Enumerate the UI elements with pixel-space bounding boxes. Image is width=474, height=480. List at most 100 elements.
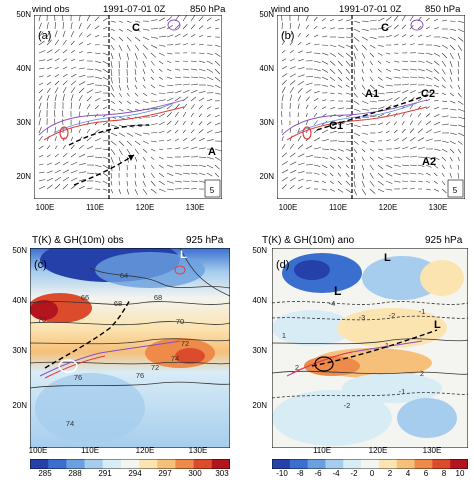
colorbar-segment: [120, 459, 140, 469]
contour-label: 2: [295, 363, 299, 372]
panel-a-time-title: 1991-07-01 0Z: [103, 4, 166, 15]
lat-tick: 50N: [12, 246, 27, 255]
colorbar-segment: [30, 459, 49, 469]
panel-b-map: 5 (b) C A1 C2 C1 A2: [277, 15, 465, 199]
colorbar-segment: [102, 459, 122, 469]
colorbar-tick: -8: [296, 469, 304, 478]
panel-d-map: -4 -3 -2 -1 1 1 2 2 -1 -2 (d) L L L: [272, 248, 468, 448]
contour-label: 72: [151, 363, 159, 372]
lon-tick: 130E: [188, 446, 208, 455]
colorbar-tick: 6: [423, 469, 429, 478]
panel-a-left-title: wind obs: [32, 4, 70, 15]
colorbar-segment: [193, 459, 213, 469]
lon-tick: 110E: [85, 203, 105, 212]
lat-tick: 30N: [252, 346, 267, 355]
contour-label: 70: [176, 317, 184, 326]
panel-a-map: 5 (a) C A: [34, 15, 222, 199]
reference-vector-label: 5: [210, 186, 215, 195]
panel-label: (b): [281, 30, 294, 42]
contour-label: 74: [66, 419, 74, 428]
colorbar-tick: -6: [314, 469, 322, 478]
colorbar-tick: 285: [38, 469, 52, 478]
cyclone-c2-label: C2: [421, 88, 435, 100]
panel-label: (a): [38, 30, 51, 42]
lat-tick: 40N: [16, 64, 31, 73]
colorbar-segment: [175, 459, 195, 469]
lat-tick: 50N: [252, 246, 267, 255]
contour-label: -3: [359, 313, 366, 322]
cyclone-label: C: [132, 22, 140, 34]
panel-b-level-title: 850 hPa: [425, 4, 461, 15]
lon-tick: 120E: [135, 203, 155, 212]
panel-d-left-title: T(K) & GH(10m) ano: [262, 235, 355, 246]
anticyclone-label: A: [208, 146, 216, 158]
lon-tick: 110E: [312, 446, 332, 455]
lat-tick: 30N: [16, 118, 31, 127]
reference-vector-label: 5: [453, 186, 458, 195]
lat-tick: 30N: [259, 118, 274, 127]
lon-tick: 100E: [278, 203, 298, 212]
lon-tick: 110E: [80, 446, 100, 455]
contour-label: 66: [81, 293, 89, 302]
contour-label: -2: [389, 311, 396, 320]
lat-tick: 40N: [259, 64, 274, 73]
low-pressure-label: L: [180, 249, 187, 261]
panel-d-level-title: 925 hPa: [425, 235, 463, 246]
panel-label: (c): [34, 259, 47, 271]
colorbar-tick: 0: [369, 469, 375, 478]
colorbar-tick: 288: [68, 469, 82, 478]
panel-c-left-title: T(K) & GH(10m) obs: [32, 235, 124, 246]
colorbar-segment: [307, 459, 326, 469]
contour-label: 76: [74, 373, 82, 382]
lat-tick: 50N: [259, 10, 274, 19]
anticyclone-a1-label: A1: [365, 88, 379, 100]
contour-label: -1: [419, 307, 426, 316]
lon-tick: 100E: [35, 203, 55, 212]
colorbar-tick: -2: [350, 469, 358, 478]
colorbar-segment: [272, 459, 291, 469]
colorbar-segment: [396, 459, 416, 469]
panel-c-level-title: 925 hPa: [186, 235, 224, 246]
low-pressure-label: L: [384, 252, 391, 264]
contour-label: 72: [181, 339, 189, 348]
low-pressure-label: L: [434, 319, 441, 331]
lon-tick: 100E: [28, 446, 48, 455]
temperature-colorbar: [30, 459, 230, 469]
colorbar-tick: 2: [387, 469, 393, 478]
colorbar-segment: [378, 459, 398, 469]
colorbar-segment: [414, 459, 433, 469]
colorbar-segment: [361, 459, 380, 469]
colorbar-segment: [289, 459, 309, 469]
colorbar-tick: 294: [128, 469, 142, 478]
lon-tick: 110E: [328, 203, 348, 212]
lon-tick: 130E: [185, 203, 205, 212]
lat-tick: 20N: [252, 401, 267, 410]
colorbar-segment: [211, 459, 230, 469]
colorbar-tick: 300: [188, 469, 202, 478]
lat-tick: 30N: [12, 346, 27, 355]
colorbar-segment: [139, 459, 158, 469]
colorbar-tick: 10: [455, 469, 465, 478]
colorbar-segment: [343, 459, 362, 469]
lat-tick: 20N: [16, 172, 31, 181]
cyclone-label: C: [381, 22, 389, 34]
lon-tick: 130E: [428, 203, 448, 212]
lat-tick: 50N: [16, 10, 31, 19]
contour-label: 68: [114, 299, 122, 308]
lat-tick: 40N: [12, 296, 27, 305]
panel-c-map: 64 66 68 68 70 70 72 72 74 76 76 74 (c) …: [30, 248, 230, 448]
lon-tick: 130E: [422, 446, 442, 455]
lat-tick: 20N: [12, 401, 27, 410]
lon-tick: 120E: [368, 446, 388, 455]
colorbar-tick: -4: [332, 469, 340, 478]
anomaly-colorbar: [272, 459, 468, 469]
lon-tick: 120E: [378, 203, 398, 212]
wind-vector-field-b: [281, 15, 465, 196]
contour-label: -4: [329, 299, 336, 308]
colorbar-segment: [84, 459, 104, 469]
contour-label: 2: [420, 369, 424, 378]
colorbar-tick: 8: [441, 469, 447, 478]
colorbar-segment: [66, 459, 86, 469]
contour-label: 1: [385, 341, 389, 350]
panel-b-left-title: wind ano: [271, 4, 310, 15]
